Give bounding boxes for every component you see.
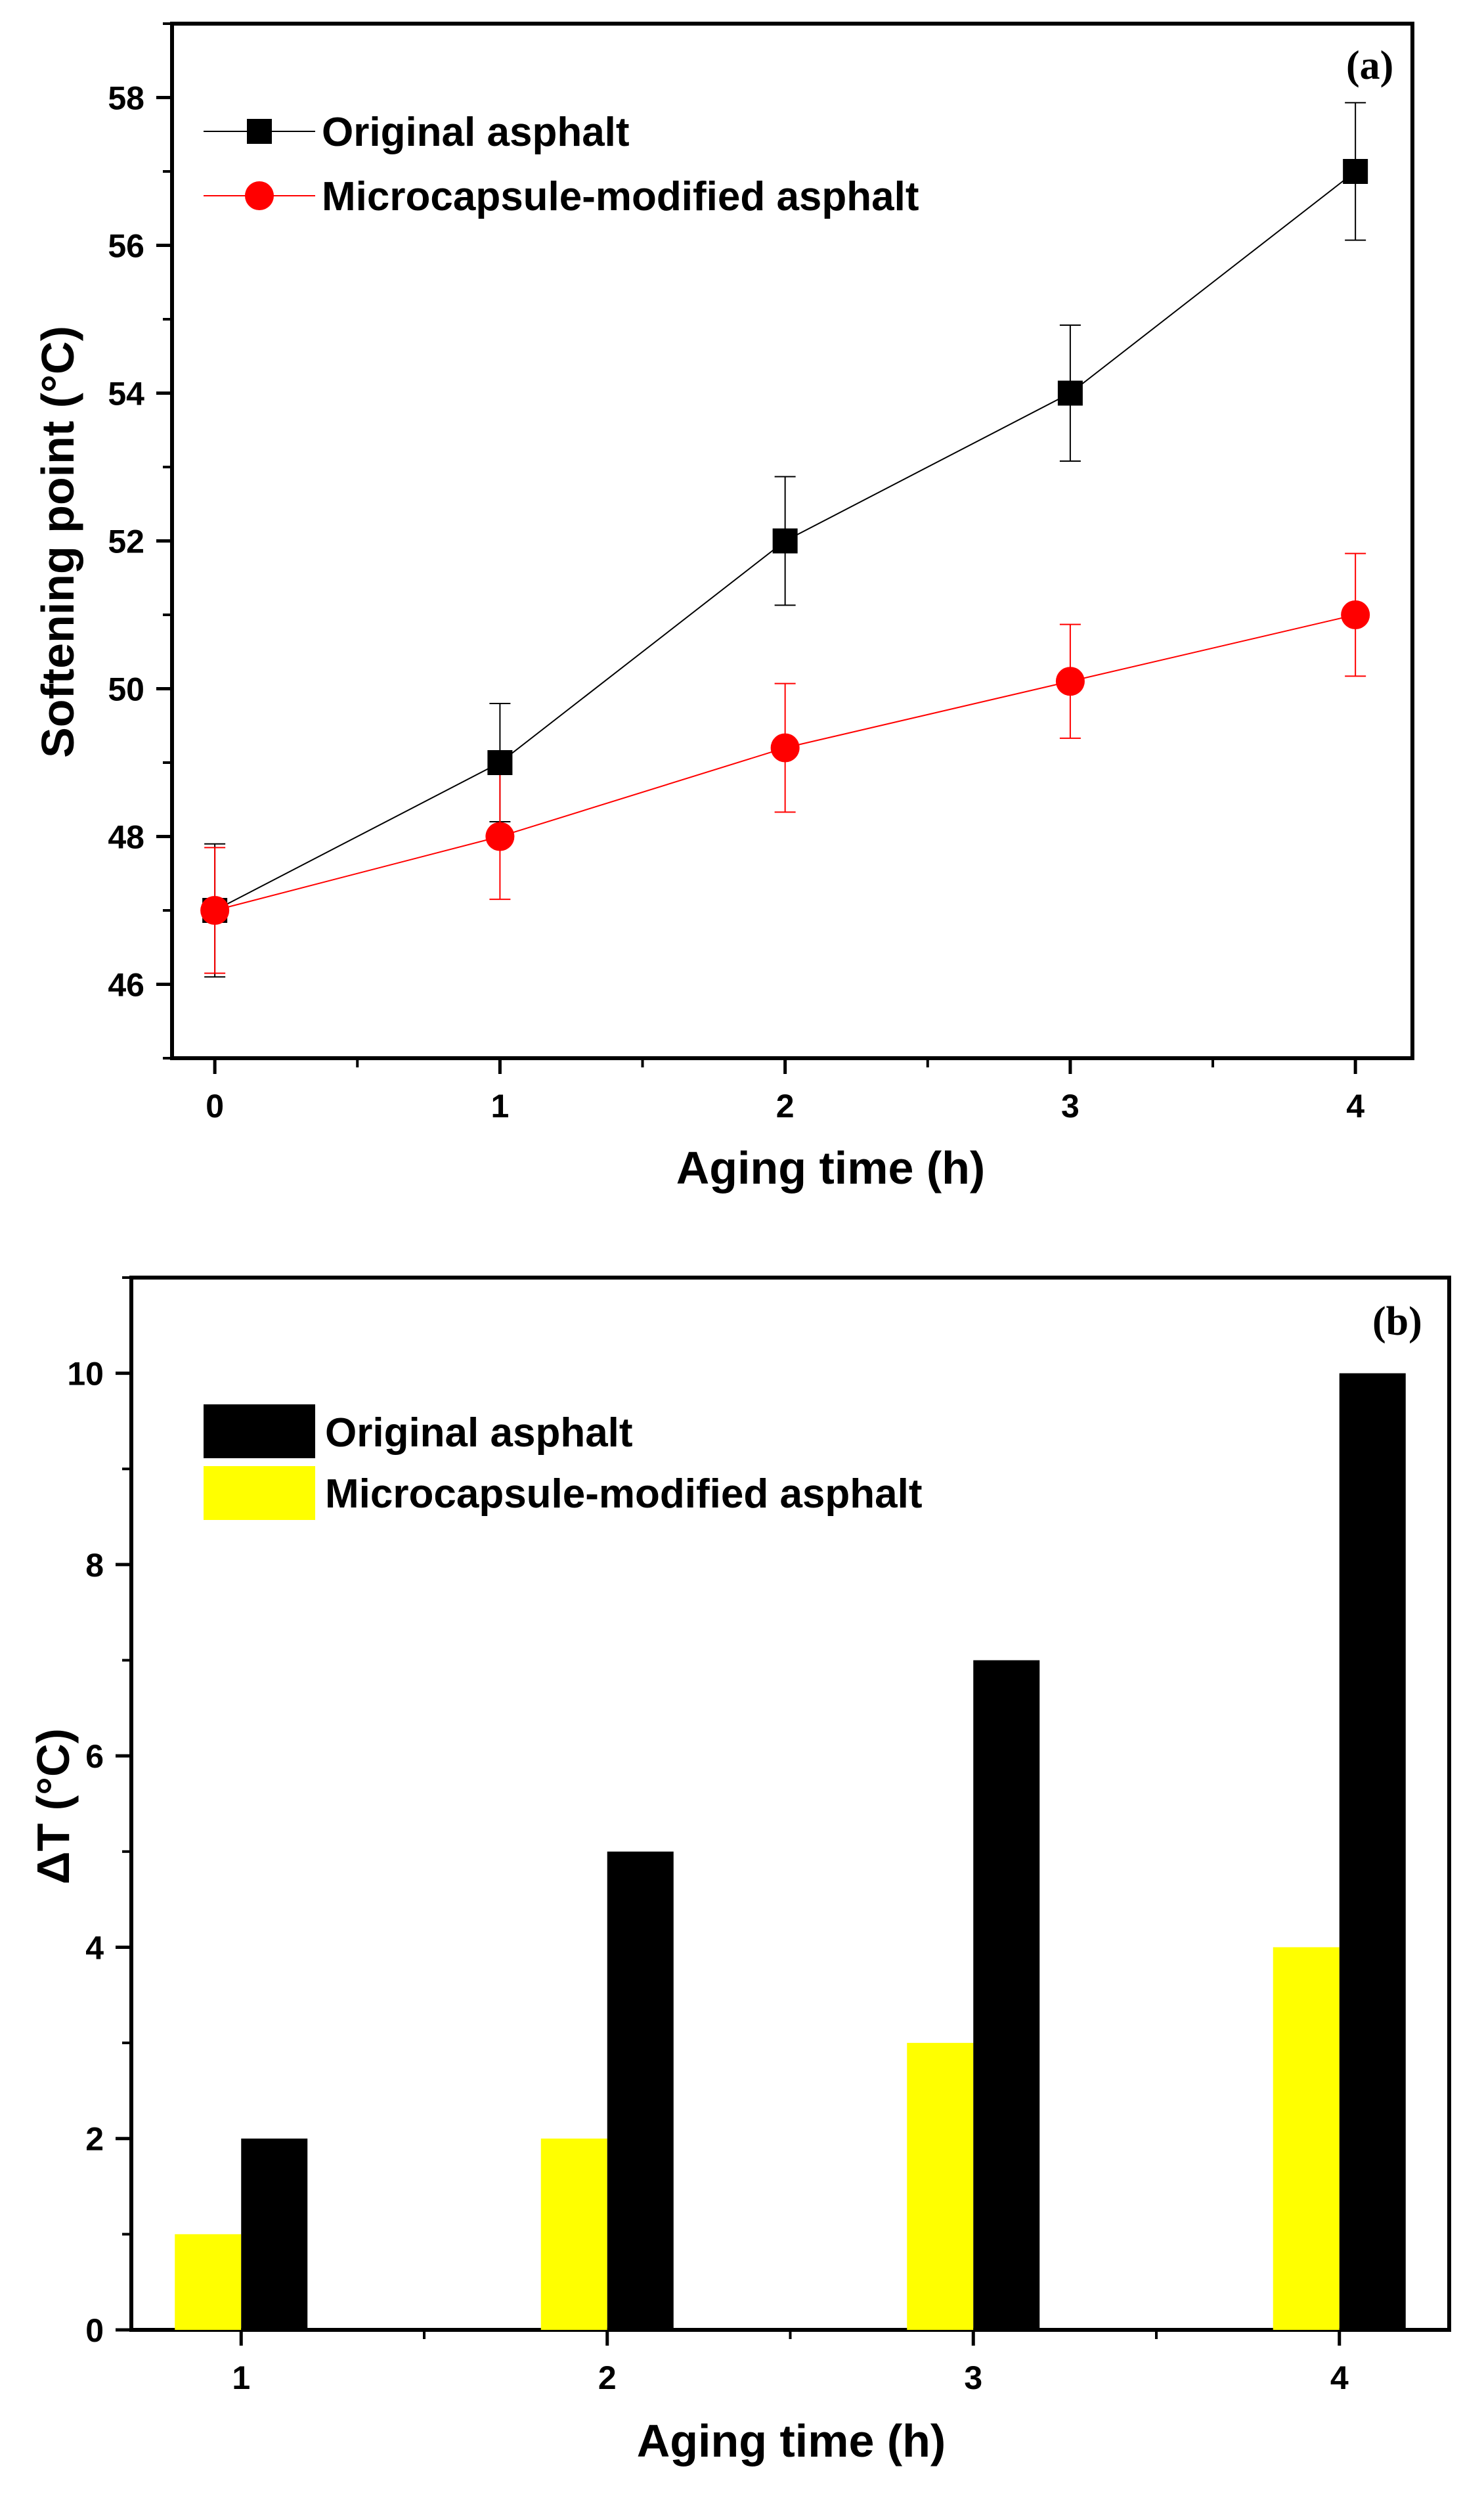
panel-a-y-axis-title: Softening point (°C) (32, 326, 83, 758)
bar-original (607, 1851, 674, 2330)
panel-a-softening-point-chart: 0 1 2 3 4 46 48 50 52 54 56 58 (a) Aging time (h) S… (32, 22, 1414, 1194)
data-point-circle (1341, 600, 1370, 629)
data-point-circle (485, 822, 515, 851)
y-tick-label: 56 (108, 228, 144, 265)
bar-original (1339, 1373, 1406, 2330)
y-tick-label: 54 (108, 376, 144, 413)
y-tick-label: 58 (108, 80, 144, 117)
panel-b-axis-ticks: 1 2 3 4 0 2 4 6 8 10 (67, 1276, 1349, 2396)
data-point-circle (200, 896, 230, 925)
legend-b-microcapsule-label: Microcapsule-modified asphalt (325, 1471, 923, 1517)
data-point-circle (1055, 667, 1085, 696)
legend-b-original-label: Original asphalt (325, 1410, 633, 1456)
panel-b-delta-t-chart: 1 2 3 4 0 2 4 6 8 10 (b) Aging time (h) ΔT (°C) O… (28, 1276, 1451, 2467)
bar-microcapsule (907, 2043, 974, 2330)
y-tick-label: 6 (85, 1738, 104, 1775)
legend-original-square-marker (247, 119, 272, 144)
data-point-square (487, 750, 513, 775)
x-tick-label: 1 (232, 2359, 250, 2396)
x-tick-label: 3 (1061, 1088, 1080, 1125)
bar-microcapsule (175, 2234, 242, 2330)
panel-a-x-axis-title: Aging time (h) (676, 1142, 985, 1194)
y-tick-label: 4 (85, 1929, 104, 1966)
y-tick-label: 52 (108, 524, 144, 560)
legend-b-original-swatch (204, 1404, 315, 1458)
data-point-square (1057, 380, 1083, 406)
bar-original (973, 1660, 1040, 2330)
y-tick-label: 2 (85, 2121, 104, 2158)
y-tick-label: 48 (108, 819, 144, 856)
x-tick-label: 3 (964, 2359, 982, 2396)
data-point-square (1343, 159, 1368, 184)
x-tick-label: 4 (1330, 2359, 1349, 2396)
panel-b-y-axis-title: ΔT (°C) (28, 1728, 79, 1885)
data-point-square (772, 528, 798, 554)
x-tick-label: 2 (598, 2359, 617, 2396)
y-tick-label: 10 (67, 1356, 104, 1393)
panel-a-label: (a) (1346, 43, 1393, 88)
panel-a-axis-ticks: 0 1 2 3 4 46 48 50 52 54 56 58 (108, 22, 1364, 1125)
panel-a-legend: Original asphalt Microcapsule-modified a… (204, 110, 919, 219)
x-tick-label: 0 (206, 1088, 224, 1125)
panel-b-bars (175, 1373, 1406, 2330)
legend-b-microcapsule-swatch (204, 1466, 315, 1520)
y-tick-label: 50 (108, 671, 144, 708)
legend-microcapsule-label: Microcapsule-modified asphalt (322, 174, 919, 219)
x-tick-label: 4 (1346, 1088, 1364, 1125)
x-tick-label: 2 (776, 1088, 795, 1125)
x-tick-label: 1 (491, 1088, 509, 1125)
bar-original (241, 2138, 308, 2330)
panel-b-legend: Original asphalt Microcapsule-modified a… (204, 1404, 923, 1520)
y-tick-label: 8 (85, 1547, 104, 1584)
panel-a-series (200, 102, 1370, 978)
panel-b-label: (b) (1372, 1299, 1422, 1344)
y-tick-label: 46 (108, 967, 144, 1004)
bar-microcapsule (540, 2138, 607, 2330)
legend-original-label: Original asphalt (322, 110, 630, 155)
panel-b-x-axis-title: Aging time (h) (637, 2415, 946, 2467)
bar-microcapsule (1273, 1947, 1340, 2330)
y-tick-label: 0 (85, 2312, 104, 2349)
legend-microcapsule-circle-marker (245, 181, 274, 210)
data-point-circle (770, 733, 800, 763)
